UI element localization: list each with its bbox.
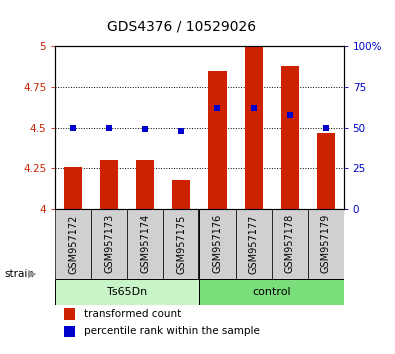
Point bbox=[286, 112, 293, 118]
Text: Ts65Dn: Ts65Dn bbox=[107, 287, 147, 297]
Bar bbox=[199, 279, 344, 305]
Text: GSM957176: GSM957176 bbox=[213, 214, 222, 273]
Text: GSM957179: GSM957179 bbox=[321, 214, 331, 273]
Point bbox=[142, 126, 149, 132]
Bar bbox=[64, 167, 82, 209]
Point bbox=[322, 125, 329, 131]
Text: GSM957177: GSM957177 bbox=[248, 214, 259, 274]
Point bbox=[250, 105, 257, 111]
Bar bbox=[199, 209, 235, 279]
Text: GSM957172: GSM957172 bbox=[68, 214, 78, 274]
Text: strain: strain bbox=[4, 269, 34, 279]
Bar bbox=[55, 279, 199, 305]
Bar bbox=[64, 308, 75, 320]
Point bbox=[178, 128, 184, 134]
Text: GSM957178: GSM957178 bbox=[284, 214, 295, 273]
Text: GSM957175: GSM957175 bbox=[177, 214, 186, 274]
Point bbox=[106, 125, 113, 131]
Bar bbox=[127, 209, 164, 279]
Point bbox=[214, 105, 221, 111]
Bar bbox=[55, 209, 91, 279]
Text: control: control bbox=[252, 287, 291, 297]
Bar bbox=[317, 132, 335, 209]
Bar bbox=[245, 46, 263, 209]
Bar bbox=[173, 180, 190, 209]
Bar bbox=[100, 160, 118, 209]
Bar bbox=[136, 160, 154, 209]
Bar bbox=[164, 209, 199, 279]
Text: GDS4376 / 10529026: GDS4376 / 10529026 bbox=[107, 19, 256, 34]
Text: GSM957174: GSM957174 bbox=[140, 214, 150, 273]
Bar bbox=[308, 209, 344, 279]
Text: transformed count: transformed count bbox=[84, 309, 181, 319]
Text: GSM957173: GSM957173 bbox=[104, 214, 115, 273]
Bar bbox=[272, 209, 308, 279]
Text: ▶: ▶ bbox=[28, 269, 37, 279]
Point bbox=[70, 125, 77, 131]
Bar bbox=[91, 209, 127, 279]
Text: percentile rank within the sample: percentile rank within the sample bbox=[84, 326, 260, 336]
Bar bbox=[280, 65, 299, 209]
Bar bbox=[235, 209, 272, 279]
Bar bbox=[209, 70, 226, 209]
Bar bbox=[64, 326, 75, 337]
